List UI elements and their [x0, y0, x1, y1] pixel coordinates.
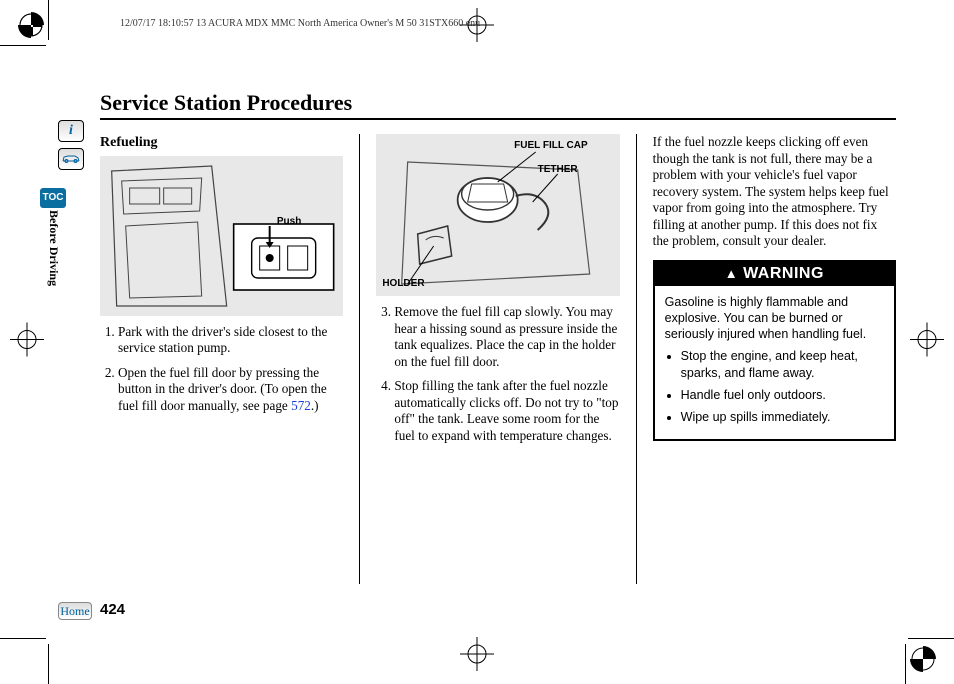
center-mark-right — [910, 323, 944, 362]
center-mark-bottom — [460, 637, 494, 676]
page-link-572[interactable]: 572 — [291, 398, 311, 413]
warning-bullet-1: Stop the engine, and keep heat, sparks, … — [681, 348, 884, 381]
section-tab: Before Driving — [46, 210, 61, 286]
warning-heading: ▲ WARNING — [655, 262, 894, 286]
step-4: Stop filling the tank after the fuel noz… — [394, 378, 619, 444]
figure-fuel-cap: FUEL FILL CAP TETHER HOLDER — [376, 134, 619, 296]
crop-line — [905, 644, 906, 684]
header-imprint: 12/07/17 18:10:57 13 ACURA MDX MMC North… — [120, 18, 480, 29]
warning-icon: ▲ — [725, 266, 738, 281]
column-3: If the fuel nozzle keeps clicking off ev… — [636, 134, 896, 584]
warning-box: ▲ WARNING Gasoline is highly flammable a… — [653, 260, 896, 442]
title-rule — [100, 118, 896, 120]
info-icon[interactable]: i — [58, 120, 84, 142]
figure-fuel-door-button: Push — [100, 156, 343, 316]
holder-label: HOLDER — [382, 278, 424, 291]
reg-mark-br — [910, 646, 936, 672]
vapor-recovery-paragraph: If the fuel nozzle keeps clicking off ev… — [653, 134, 896, 250]
crop-line — [0, 45, 46, 46]
subheading-refueling: Refueling — [100, 134, 343, 152]
center-mark-left — [10, 323, 44, 362]
fuel-fill-cap-label: FUEL FILL CAP — [514, 140, 588, 153]
car-icon[interactable] — [58, 148, 84, 170]
step-2: Open the fuel fill door by pressing the … — [118, 365, 343, 415]
reg-mark-tl — [18, 12, 44, 38]
column-1: Refueling — [100, 134, 343, 584]
warning-bullet-3: Wipe up spills immediately. — [681, 409, 884, 425]
page-number: 424 — [100, 601, 125, 618]
column-2: FUEL FILL CAP TETHER HOLDER Remove the f… — [359, 134, 619, 584]
warning-bullet-2: Handle fuel only outdoors. — [681, 387, 884, 403]
crop-line — [908, 638, 954, 639]
push-label: Push — [277, 216, 301, 229]
step-3: Remove the fuel fill cap slowly. You may… — [394, 304, 619, 370]
crop-line — [48, 644, 49, 684]
page-title: Service Station Procedures — [100, 60, 896, 118]
crop-line — [48, 0, 49, 40]
crop-line — [0, 638, 46, 639]
tether-label: TETHER — [538, 164, 578, 177]
warning-lead: Gasoline is highly flammable and explosi… — [665, 294, 884, 343]
home-button[interactable]: Home — [58, 602, 92, 620]
step-1: Park with the driver's side closest to t… — [118, 324, 343, 357]
toc-button[interactable]: TOC — [40, 188, 66, 208]
